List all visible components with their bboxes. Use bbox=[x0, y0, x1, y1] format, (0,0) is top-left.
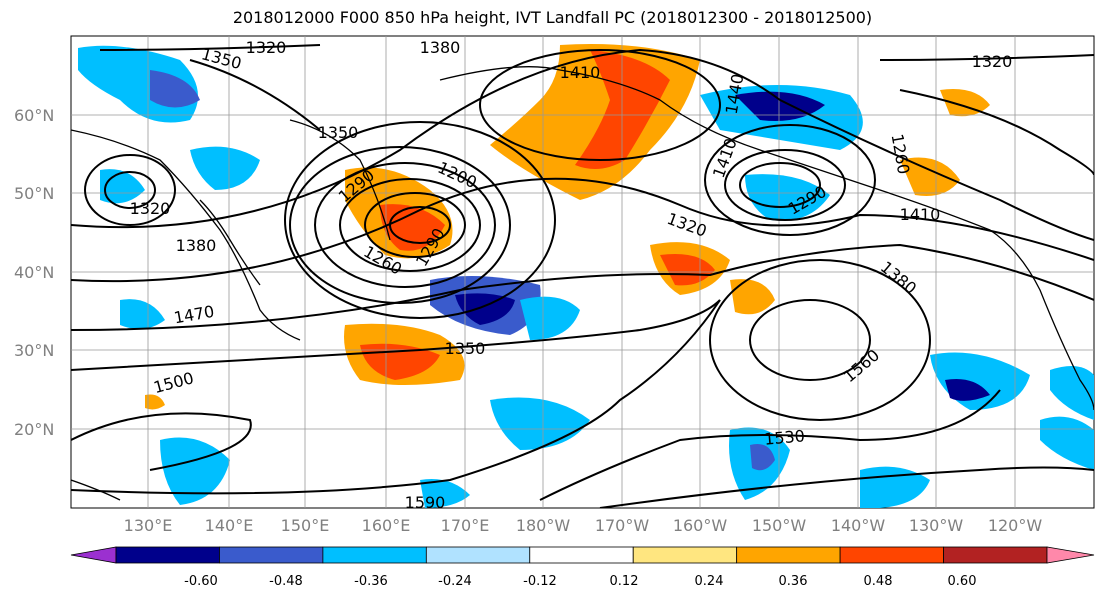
lon-label: 160°W bbox=[673, 516, 728, 535]
contour-label: 1350 bbox=[445, 339, 486, 358]
colorbar-segment bbox=[736, 546, 841, 564]
lon-label: 170°E bbox=[441, 516, 490, 535]
colorbar-tick-label: 0.48 bbox=[864, 574, 893, 589]
coastlines bbox=[71, 66, 1094, 501]
lon-label: 140°E bbox=[205, 516, 254, 535]
longitude-labels: 130°E 140°E 150°E 160°E 170°E 180°W 170°… bbox=[124, 516, 1043, 535]
contour-label: 1380 bbox=[176, 236, 217, 255]
colorbar bbox=[70, 546, 1095, 564]
lon-label: 130°E bbox=[124, 516, 173, 535]
lat-label: 30°N bbox=[14, 341, 54, 360]
lon-label: 140°W bbox=[831, 516, 886, 535]
contour-label: 1380 bbox=[420, 38, 461, 57]
colorbar-segment bbox=[322, 546, 427, 564]
colorbar-segment bbox=[115, 546, 220, 564]
graticule bbox=[71, 36, 1094, 508]
colorbar-tick-label: -0.36 bbox=[354, 574, 388, 589]
contour-label: 1320 bbox=[972, 52, 1013, 71]
lat-label: 20°N bbox=[14, 420, 54, 439]
lon-label: 160°E bbox=[362, 516, 411, 535]
colorbar-tick-label: -0.48 bbox=[269, 574, 303, 589]
map-title: 2018012000 F000 850 hPa height, IVT Land… bbox=[232, 8, 873, 27]
colorbar-segment bbox=[529, 546, 634, 564]
colorbar-segment bbox=[839, 546, 944, 564]
colorbar-tick-label: 0.12 bbox=[610, 574, 639, 589]
contour-label: 1320 bbox=[130, 199, 171, 218]
colorbar-tick-label: 0.24 bbox=[695, 574, 724, 589]
lat-label: 40°N bbox=[14, 263, 54, 282]
lon-label: 170°W bbox=[595, 516, 650, 535]
lon-label: 150°W bbox=[752, 516, 807, 535]
colorbar-segment bbox=[219, 546, 324, 564]
latitude-labels: 60°N 50°N 40°N 30°N 20°N bbox=[14, 106, 54, 439]
height-contours bbox=[71, 44, 1094, 508]
colorbar-ticks: -0.60 -0.48 -0.36 -0.24 -0.12 0.12 0.24 … bbox=[184, 574, 976, 589]
colorbar-extend-left bbox=[70, 546, 117, 564]
colorbar-tick-label: -0.60 bbox=[184, 574, 218, 589]
colorbar-tick-label: -0.24 bbox=[438, 574, 472, 589]
contour-label: 1410 bbox=[560, 63, 601, 82]
contour-label: 1320 bbox=[246, 38, 287, 57]
lon-label: 130°W bbox=[909, 516, 964, 535]
colorbar-segment bbox=[943, 546, 1048, 564]
contour-label: 1350 bbox=[318, 123, 359, 142]
map-content bbox=[71, 36, 1094, 508]
contour-label: 1530 bbox=[763, 426, 805, 448]
contour-label: 1590 bbox=[405, 493, 446, 512]
lon-label: 180°W bbox=[516, 516, 571, 535]
colorbar-tick-label: -0.12 bbox=[523, 574, 557, 589]
colorbar-extend-right bbox=[1046, 546, 1095, 564]
lon-label: 120°W bbox=[988, 516, 1043, 535]
colorbar-tick-label: 0.36 bbox=[779, 574, 808, 589]
lat-label: 60°N bbox=[14, 106, 54, 125]
contour-label: 1410 bbox=[900, 205, 941, 224]
colorbar-segment bbox=[425, 546, 531, 564]
lat-label: 50°N bbox=[14, 184, 54, 203]
lon-label: 150°E bbox=[281, 516, 330, 535]
colorbar-tick-label: 0.60 bbox=[948, 574, 977, 589]
colorbar-segment bbox=[632, 546, 738, 564]
